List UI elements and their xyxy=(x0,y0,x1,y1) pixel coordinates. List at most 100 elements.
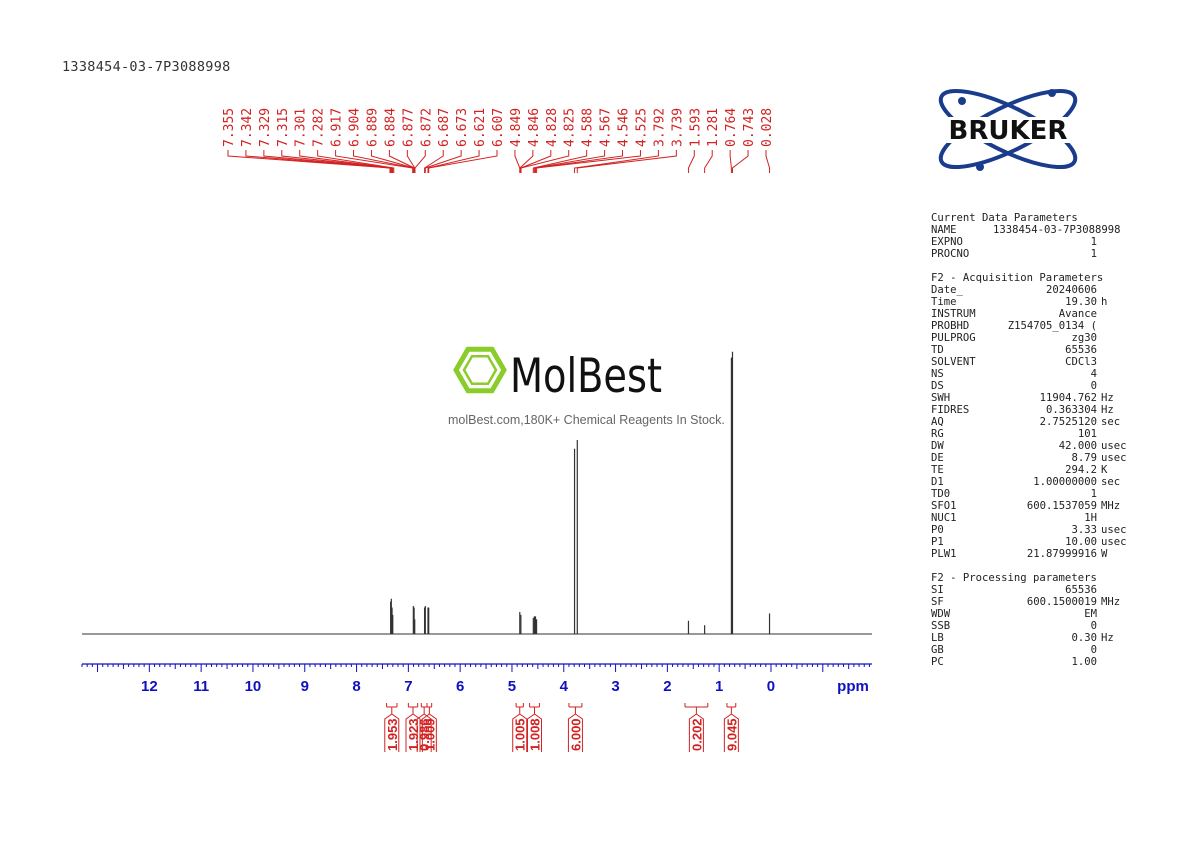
param-value: zg30 xyxy=(1071,332,1097,344)
param-row: P1 10.00 usec xyxy=(931,536,1141,548)
axis-tick-label: 9 xyxy=(301,678,309,695)
param-value: 10.00 xyxy=(1065,536,1097,548)
axis-tick-label: 7 xyxy=(404,678,412,695)
peak-label: 6.621 xyxy=(473,108,488,147)
param-key: LB xyxy=(931,632,944,644)
param-unit: usec xyxy=(1101,524,1127,536)
ppm-axis: 12 11 10 9 8 7 6 5 4 3 2 1 0 ppm xyxy=(81,663,872,695)
param-value: 1H xyxy=(1084,512,1097,524)
param-value: 1.00000000 xyxy=(1033,476,1097,488)
param-row: FIDRES 0.363304 Hz xyxy=(931,404,1141,416)
peak-label: 0.764 xyxy=(724,108,739,147)
param-key: NS xyxy=(931,368,944,380)
param-value: 0.30 xyxy=(1071,632,1097,644)
param-value: 42.000 xyxy=(1058,440,1097,452)
param-key: FIDRES xyxy=(931,404,970,416)
param-value: 19.30 xyxy=(1065,296,1097,308)
param-key: SF xyxy=(931,596,944,608)
param-key: Date_ xyxy=(931,284,963,296)
integral-value: 1.953 xyxy=(385,718,400,751)
param-row: SWH 11904.762 Hz xyxy=(931,392,1141,404)
param-value: 1 xyxy=(1090,248,1097,260)
peak-label: 7.315 xyxy=(276,108,291,147)
param-row: Time 19.30 h xyxy=(931,296,1141,308)
param-unit: W xyxy=(1101,548,1108,560)
param-value: 1 xyxy=(1090,236,1097,248)
peak-label: 3.792 xyxy=(652,108,667,147)
peak-label: 7.282 xyxy=(312,108,327,147)
param-key: SI xyxy=(931,584,944,596)
param-unit xyxy=(1097,428,1101,440)
param-key: P0 xyxy=(931,524,944,536)
peak-label-leader xyxy=(533,150,606,173)
param-key: RG xyxy=(931,428,944,440)
peak-label-leader xyxy=(263,150,392,173)
peak-label-leader xyxy=(353,150,414,173)
param-row: EXPNO 1 xyxy=(931,236,1141,248)
param-row: PROCNO 1 xyxy=(931,248,1141,260)
param-value: 11904.762 xyxy=(1039,392,1097,404)
peak-label: 4.846 xyxy=(527,108,542,147)
peak-label: 1.593 xyxy=(688,108,703,147)
param-row: INSTRUM Avance xyxy=(931,308,1141,320)
param-row: WDW EM xyxy=(931,608,1141,620)
integral-label-frame xyxy=(405,703,421,752)
param-value: 0.363304 xyxy=(1045,404,1097,416)
peak-label-leader xyxy=(317,150,395,173)
axis-tick-label: 8 xyxy=(352,678,360,695)
peak-label: 4.849 xyxy=(509,108,524,147)
peak-label-group: 7.355 7.342 7.329 7.315 7.301 7.282 6.917 6.904… xyxy=(222,108,775,173)
param-row: NUC1 1H xyxy=(931,512,1141,524)
integral-value: 0.202 xyxy=(689,718,704,751)
param-value: 21.87999916 xyxy=(1026,548,1097,560)
peak-label-leader xyxy=(765,150,771,173)
param-row: NS 4 xyxy=(931,368,1141,380)
axis-tick-label: 4 xyxy=(560,678,569,695)
param-value: 65536 xyxy=(1065,344,1097,356)
param-unit xyxy=(1097,584,1101,596)
peak-label: 1.281 xyxy=(706,108,721,147)
param-value: 1.00 xyxy=(1071,656,1097,668)
peak-label-leader xyxy=(424,150,462,173)
param-key: NAME xyxy=(931,224,957,236)
param-value: 0 xyxy=(1090,620,1097,632)
peak-label: 7.301 xyxy=(294,108,309,147)
param-key: NUC1 xyxy=(931,512,957,524)
axis-unit-label: ppm xyxy=(837,678,869,695)
watermark-tagline: molBest.com,180K+ Chemical Reagents In S… xyxy=(448,413,725,427)
peak-label: 6.904 xyxy=(348,108,363,147)
peak-label-leader xyxy=(299,150,394,173)
param-key: P1 xyxy=(931,536,944,548)
param-key: Time xyxy=(931,296,957,308)
param-key: TD xyxy=(931,344,944,356)
param-key: TD0 xyxy=(931,488,951,500)
param-key: DE xyxy=(931,452,944,464)
param-row: SF 600.1500019 MHz xyxy=(931,596,1141,608)
param-row: RG 101 xyxy=(931,428,1141,440)
param-unit xyxy=(1097,488,1101,500)
param-value: EM xyxy=(1084,608,1097,620)
peak-label-leader xyxy=(424,150,444,173)
bruker-logo: BRUKER xyxy=(922,89,1094,171)
param-key: WDW xyxy=(931,608,951,620)
param-row: DE 8.79 usec xyxy=(931,452,1141,464)
param-unit: h xyxy=(1101,296,1108,308)
param-unit xyxy=(1097,332,1101,344)
integral-label-frame xyxy=(723,703,739,752)
param-unit xyxy=(1097,344,1101,356)
param-value: 8.79 xyxy=(1071,452,1097,464)
param-key: DW xyxy=(931,440,944,452)
param-unit xyxy=(1097,656,1101,668)
param-unit: K xyxy=(1101,464,1108,476)
param-unit: Hz xyxy=(1101,632,1114,644)
param-row: TD 65536 xyxy=(931,344,1141,356)
param-row: Date_ 20240606 xyxy=(931,284,1141,296)
param-key: SFO1 xyxy=(931,500,957,512)
param-unit: Hz xyxy=(1101,404,1114,416)
acquisition-params-title: F2 - Acquisition Parameters xyxy=(931,272,1104,284)
param-unit xyxy=(1097,380,1101,392)
param-unit: usec xyxy=(1101,536,1127,548)
param-row: SOLVENT CDCl3 xyxy=(931,356,1141,368)
param-unit: MHz xyxy=(1101,596,1121,608)
param-key: SWH xyxy=(931,392,951,404)
